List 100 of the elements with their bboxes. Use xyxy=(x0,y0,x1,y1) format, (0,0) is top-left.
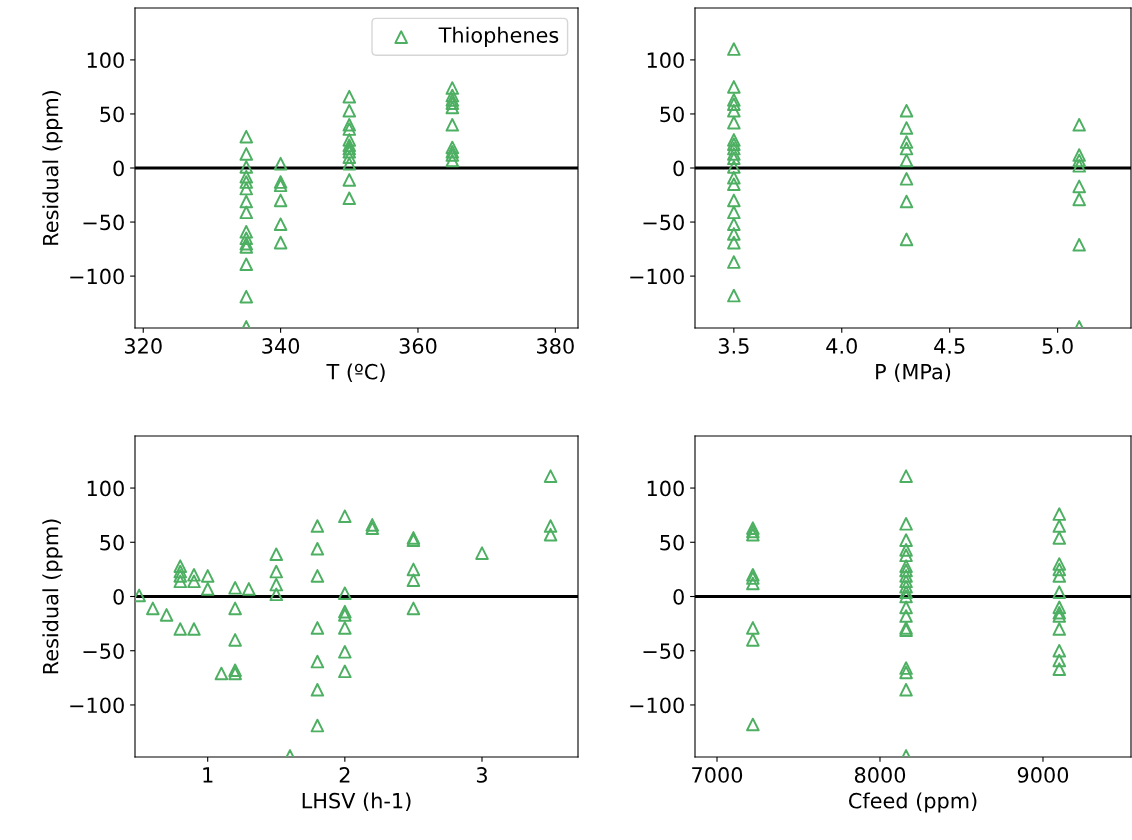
point xyxy=(746,633,760,647)
point xyxy=(899,153,914,168)
point xyxy=(1052,507,1067,521)
point xyxy=(899,548,913,563)
x-axis-title: P (MPa) xyxy=(876,363,951,383)
x-tick-label: 9000 xyxy=(1017,767,1069,783)
point xyxy=(338,509,352,524)
x-tick-label: 1 xyxy=(203,767,213,783)
point xyxy=(239,240,254,254)
x-tick-label: 3 xyxy=(476,767,487,783)
point xyxy=(187,622,201,636)
x-tick-label: 380 xyxy=(537,338,574,354)
point xyxy=(899,600,913,615)
point xyxy=(406,601,421,616)
point xyxy=(228,601,242,616)
point xyxy=(342,173,357,187)
point xyxy=(445,140,460,155)
point xyxy=(445,81,460,95)
point xyxy=(269,577,284,592)
point xyxy=(146,601,160,616)
point xyxy=(475,546,489,560)
point xyxy=(1072,117,1086,132)
point xyxy=(173,559,188,573)
point xyxy=(1052,569,1067,583)
y-tick-label: 100 xyxy=(87,52,124,69)
point xyxy=(543,469,558,483)
point xyxy=(899,559,913,573)
point xyxy=(269,587,284,602)
point xyxy=(445,88,460,103)
point xyxy=(338,604,352,619)
point xyxy=(273,178,288,193)
point xyxy=(342,89,357,104)
x-tick-label: 3.5 xyxy=(718,338,749,354)
point xyxy=(310,654,325,669)
point xyxy=(899,469,913,483)
point xyxy=(543,527,558,542)
point xyxy=(239,289,254,304)
point xyxy=(899,682,913,697)
point xyxy=(406,562,421,577)
point xyxy=(727,288,741,303)
point xyxy=(342,150,357,164)
point xyxy=(406,573,421,588)
y-tick-label: 100 xyxy=(647,480,684,497)
point xyxy=(228,581,242,595)
point xyxy=(899,135,914,149)
y-tick-label: 0 xyxy=(113,588,124,605)
point xyxy=(899,661,913,675)
point xyxy=(273,217,288,231)
y-tick-label: −50 xyxy=(83,214,124,231)
point xyxy=(727,141,741,156)
point xyxy=(1052,531,1067,545)
point xyxy=(899,574,913,589)
x-axis-title: T (ºC) xyxy=(326,363,385,383)
point xyxy=(342,156,357,171)
point xyxy=(727,193,741,208)
point xyxy=(187,574,201,589)
point xyxy=(899,121,914,135)
y-tick-label: 0 xyxy=(673,588,684,605)
x-tick-label: 360 xyxy=(399,338,437,354)
point xyxy=(239,205,254,220)
point xyxy=(746,576,760,591)
point xyxy=(727,42,741,56)
point xyxy=(727,147,741,161)
point xyxy=(187,568,201,582)
point xyxy=(1072,159,1086,173)
point xyxy=(1052,562,1067,577)
point xyxy=(239,225,254,239)
y-tick-label: 100 xyxy=(647,52,684,69)
point xyxy=(1052,609,1067,623)
y-tick-label: −50 xyxy=(643,214,684,231)
y-tick-label: −100 xyxy=(70,697,124,714)
point xyxy=(727,177,741,191)
point xyxy=(273,156,288,171)
point xyxy=(1052,585,1067,599)
point xyxy=(727,255,741,269)
point xyxy=(727,103,741,118)
point xyxy=(173,622,188,636)
point xyxy=(746,717,760,732)
point xyxy=(899,141,914,156)
point xyxy=(200,569,215,583)
point xyxy=(727,133,741,147)
point xyxy=(445,117,460,132)
point xyxy=(1072,237,1086,252)
point xyxy=(727,235,741,250)
point xyxy=(899,585,913,599)
point xyxy=(899,517,913,531)
point xyxy=(242,582,256,596)
point xyxy=(269,564,284,579)
point xyxy=(239,160,254,174)
point xyxy=(310,682,325,697)
y-tick-label: 0 xyxy=(113,160,124,177)
point xyxy=(239,194,254,209)
point xyxy=(1052,605,1067,620)
y-tick-label: 50 xyxy=(100,534,124,551)
point xyxy=(899,543,913,557)
point xyxy=(1072,179,1086,194)
x-axis-title: Cfeed (ppm) xyxy=(848,792,977,813)
point xyxy=(727,227,741,241)
point xyxy=(1052,643,1067,658)
point xyxy=(228,633,242,647)
